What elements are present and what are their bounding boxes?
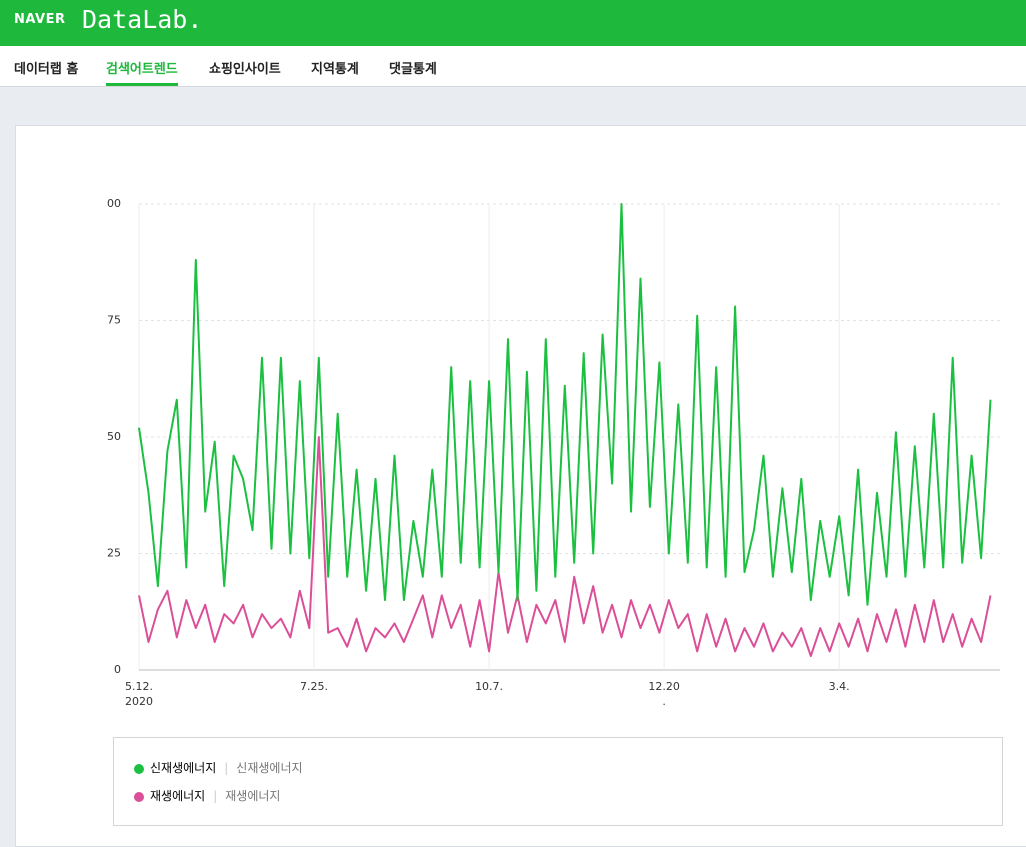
x-tick-label: 10.7. xyxy=(475,680,503,693)
nav-item[interactable]: 지역통계 xyxy=(311,62,359,77)
series-line xyxy=(138,203,992,606)
legend-label: 재생에너지 xyxy=(150,789,206,803)
nav-item[interactable]: 쇼핑인사이트 xyxy=(209,62,281,77)
x-tick-label: 7.25. xyxy=(300,680,328,693)
nav-item[interactable]: 데이터랩 홈 xyxy=(14,62,79,77)
y-tick-label: 25 xyxy=(107,547,121,560)
legend-dot xyxy=(134,791,144,802)
nav-item[interactable]: 댓글통계 xyxy=(389,62,437,77)
series-line xyxy=(138,436,992,657)
y-tick-label: 00 xyxy=(107,197,121,210)
legend-separator: | xyxy=(224,761,229,775)
legend-item: 신재생에너지 | 신재생에너지 xyxy=(134,759,303,775)
product-name[interactable]: DataLab. xyxy=(82,5,203,34)
x-tick-label: 3.4. xyxy=(829,680,850,693)
legend-label: 신재생에너지 xyxy=(150,761,217,775)
x-tick-sublabel: . xyxy=(662,695,666,708)
legend-keywords: 신재생에너지 xyxy=(236,761,303,775)
x-tick-sublabel: 2020 xyxy=(125,695,153,708)
y-tick-label: 75 xyxy=(107,314,121,327)
y-tick-label: 50 xyxy=(107,430,121,443)
x-tick-label: 5.12. xyxy=(125,680,153,693)
nav-bar: 데이터랩 홈 검색어트렌드 쇼핑인사이트 지역통계 댓글통계 xyxy=(0,46,1026,87)
chart-panel xyxy=(15,125,1026,847)
nav-item[interactable]: 검색어트렌드 xyxy=(106,58,178,86)
legend-keywords: 재생에너지 xyxy=(225,789,281,803)
brand[interactable]: NAVER xyxy=(14,12,66,27)
y-tick-label: 0 xyxy=(114,663,121,676)
legend-dot xyxy=(134,763,144,774)
legend-separator: | xyxy=(213,789,218,803)
x-tick-label: 12.20 xyxy=(648,680,680,693)
legend-item: 재생에너지 | 재생에너지 xyxy=(134,787,280,803)
header: NAVER DataLab. xyxy=(0,0,1026,46)
